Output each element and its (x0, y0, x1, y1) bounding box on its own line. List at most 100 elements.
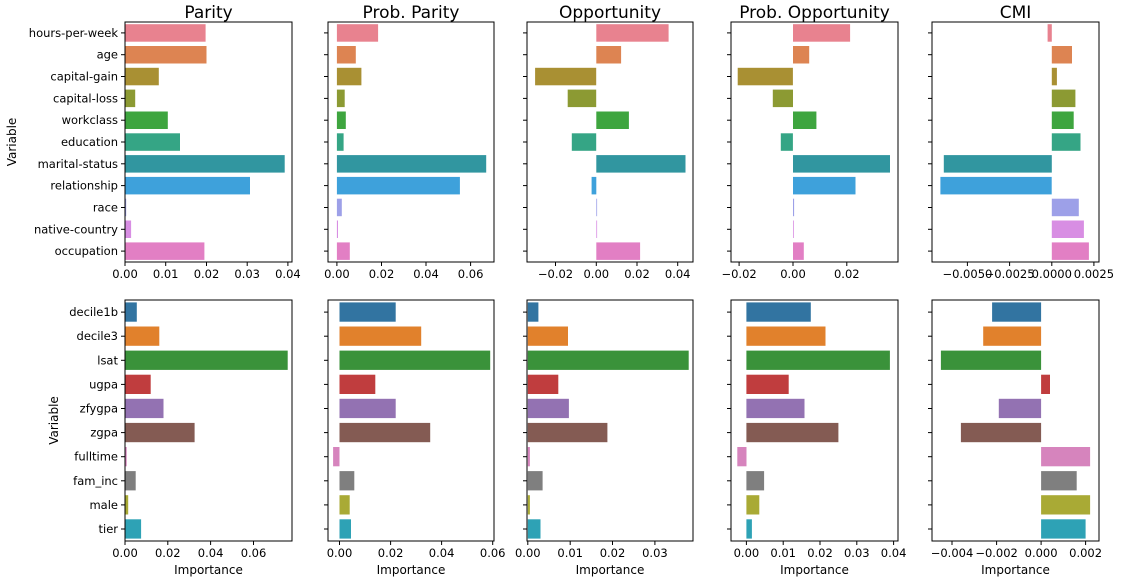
x-tick-label: 0.01 (770, 546, 796, 560)
bar-decile1b (992, 302, 1042, 322)
bar-decile1b (125, 302, 137, 322)
x-tick-label: 0.02 (807, 546, 833, 560)
subplot-title: Prob. Parity (363, 3, 460, 23)
axes-frame (730, 21, 899, 263)
bar-zgpa (125, 422, 195, 443)
bar-zfygpa (125, 398, 164, 419)
bar-workclass (125, 111, 168, 129)
bar-fam_inc (339, 471, 355, 491)
bar-lsat (746, 350, 890, 370)
y-tick-label: capital-loss (53, 91, 118, 105)
bar-race (125, 198, 127, 217)
bar-fulltime (527, 447, 530, 467)
subplot-10: −0.004 −0.002 0.000 0.002 Importance (928, 299, 1102, 577)
bar-ugpa (527, 374, 559, 394)
y-tick-label: education (61, 135, 118, 149)
bar-decile1b (746, 302, 811, 322)
y-tick-label: native-country (34, 222, 118, 236)
x-tick-label: 0.04 (198, 546, 224, 560)
bar-workclass (336, 111, 346, 129)
y-tick-label: decile3 (77, 329, 118, 343)
bar-workclass (1051, 111, 1074, 129)
y-tick-label: lsat (97, 353, 118, 367)
y-tick-label: fam_inc (73, 474, 118, 488)
bar-capital-gain (336, 67, 362, 86)
bar-tier (527, 519, 541, 539)
bar-workclass (793, 111, 817, 129)
bar-relationship (940, 176, 1052, 195)
x-tick-label: 0.00 (112, 267, 138, 281)
bar-fam_inc (125, 471, 136, 491)
y-tick-label: male (89, 498, 118, 512)
axes-frame (931, 299, 1100, 542)
x-tick-label: −0.0050 (942, 267, 992, 281)
y-axis-label: Variable (47, 396, 61, 445)
bar-ugpa (1041, 374, 1050, 394)
bar-fulltime (125, 447, 127, 467)
bar-male (746, 495, 760, 515)
subplot-3: −0.02 0.00 0.02 0.04 Opportunity (523, 3, 694, 281)
bar-hours-per-week (336, 24, 379, 42)
x-tick-label: −0.0025 (985, 267, 1035, 281)
x-tick-label: −0.02 (721, 267, 756, 281)
bar-occupation (336, 242, 350, 260)
bar-zfygpa (998, 398, 1042, 419)
bar-fulltime (1041, 447, 1091, 467)
y-tick-label: zgpa (90, 426, 118, 440)
x-tick-label: 0.03 (642, 546, 668, 560)
bar-decile1b (527, 302, 539, 322)
x-tick-label: 0.02 (378, 546, 404, 560)
x-tick-label: 0.000 (1025, 546, 1058, 560)
x-tick-label: 0.04 (275, 267, 301, 281)
y-tick-label: ugpa (89, 377, 118, 391)
bar-age (336, 46, 356, 64)
x-tick-label: 0.00 (324, 267, 350, 281)
subplot-title: Opportunity (559, 3, 661, 23)
axes-frame (124, 299, 293, 542)
bar-marital-status (336, 155, 487, 173)
x-tick-label: 0.00 (327, 546, 353, 560)
bar-decile3 (983, 326, 1042, 346)
bar-zfygpa (339, 398, 396, 419)
bar-education (780, 133, 793, 151)
x-axis-label: Importance (780, 563, 849, 577)
x-tick-label: 0.02 (624, 267, 650, 281)
x-tick-label: −0.002 (975, 546, 1018, 560)
bar-capital-gain (125, 67, 159, 86)
bar-relationship (125, 176, 250, 195)
bar-age (125, 46, 207, 64)
x-tick-label: 0.00 (112, 546, 138, 560)
y-tick-label: decile1b (69, 305, 118, 319)
x-tick-label: 0.0000 (1032, 267, 1072, 281)
bar-race (336, 198, 342, 217)
bar-lsat (339, 350, 491, 370)
bar-capital-loss (125, 89, 136, 108)
bar-capital-loss (772, 89, 793, 108)
bar-native-country (596, 220, 598, 238)
subplot-8: 0.00 0.01 0.02 0.03 Importance (515, 299, 694, 577)
subplot-title: CMI (1000, 3, 1032, 23)
x-tick-label: 0.02 (155, 546, 181, 560)
x-tick-label: 0.06 (480, 546, 506, 560)
bar-relationship (336, 176, 460, 195)
bar-age (1051, 46, 1072, 64)
bar-decile3 (746, 326, 826, 346)
x-tick-label: 0.01 (153, 267, 179, 281)
bar-native-country (793, 220, 794, 238)
bar-decile3 (339, 326, 422, 346)
y-tick-label: fulltime (74, 450, 118, 464)
x-tick-label: 0.00 (780, 267, 806, 281)
bar-decile3 (125, 326, 160, 346)
subplot-title: Parity (184, 3, 232, 23)
bar-male (339, 495, 350, 515)
bar-fam_inc (746, 471, 765, 491)
x-axis-label: Importance (377, 563, 446, 577)
bar-decile3 (527, 326, 568, 346)
y-tick-label: zfygpa (80, 402, 118, 416)
bar-marital-status (125, 155, 285, 173)
subplot-1: hours-per-week age capital-gain capital-los… (5, 3, 301, 281)
y-tick-label: hours-per-week (29, 26, 119, 40)
x-tick-label: −0.004 (931, 546, 974, 560)
